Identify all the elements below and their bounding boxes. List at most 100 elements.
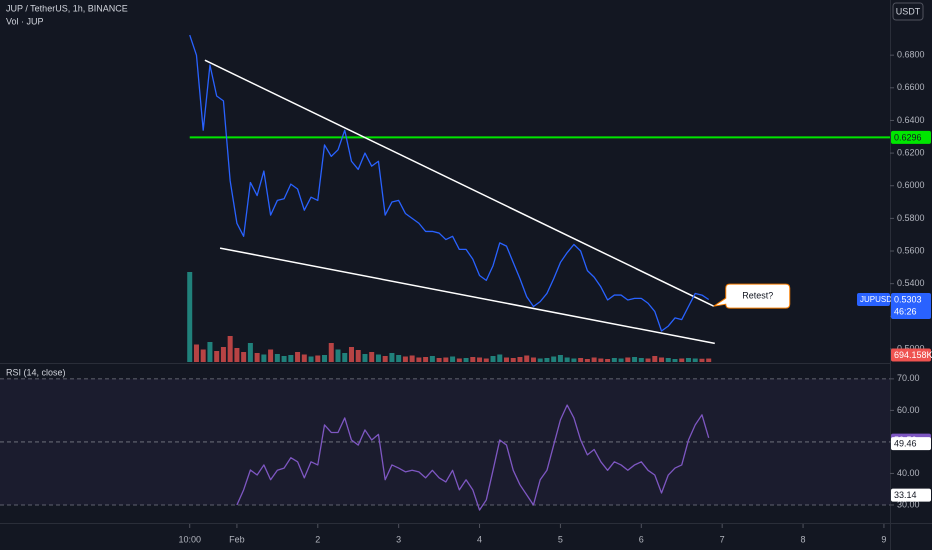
volume-bar [450, 356, 456, 362]
x-tick-label: 9 [881, 534, 886, 544]
y-tick-label: 0.6200 [897, 147, 925, 157]
volume-bar [632, 357, 638, 362]
volume-bar [268, 349, 274, 362]
volume-bar [409, 355, 415, 362]
rsi-badge-text: 33.14 [894, 490, 917, 500]
x-tick-label: 8 [801, 534, 806, 544]
trendline [219, 247, 715, 345]
volume-bar [429, 356, 435, 362]
rsi-title: RSI (14, close) [6, 367, 66, 377]
volume-bar [423, 357, 429, 362]
volume-bar [665, 358, 671, 362]
volume-bar [402, 356, 408, 362]
volume-bar [463, 358, 469, 362]
y-tick-label: 70.00 [897, 373, 920, 383]
volume-bar [207, 342, 213, 362]
volume-bar [247, 343, 253, 362]
volume-bar [477, 357, 483, 362]
rsi-badge-box [891, 437, 931, 451]
volume-bar [706, 358, 712, 362]
currency-label[interactable]: USDT [896, 6, 921, 16]
chart-title: JUP / TetherUS, 1h, BINANCE [6, 3, 128, 13]
volume-bar [470, 357, 476, 362]
volume-bar [544, 358, 550, 362]
volume-last-box [891, 348, 931, 362]
volume-bar [220, 347, 226, 362]
volume-bar [200, 349, 206, 362]
trendline [204, 59, 715, 307]
y-tick-label: 0.5000 [897, 343, 925, 353]
volume-bar [315, 355, 321, 362]
series-line [189, 34, 710, 332]
symbol-label: JUPUSDT [860, 295, 897, 304]
volume-bar [510, 358, 516, 362]
volume-bar [605, 359, 611, 362]
y-tick-label: 30.00 [897, 499, 920, 509]
symbol-box [857, 292, 890, 306]
x-tick-label: 4 [477, 534, 482, 544]
last-price-box [891, 292, 931, 319]
volume-bar [598, 358, 604, 362]
y-tick-label: 0.5400 [897, 278, 925, 288]
y-tick-label: 0.6400 [897, 115, 925, 125]
countdown: 46:26 [894, 306, 917, 316]
volume-bar [295, 352, 301, 362]
volume-bar [187, 272, 193, 362]
volume-bar [281, 356, 287, 362]
volume-bar [369, 352, 375, 362]
volume-bar [645, 358, 651, 362]
volume-bar [537, 358, 543, 362]
y-tick-label: 0.6000 [897, 180, 925, 190]
volume-bar [416, 357, 422, 362]
volume-bar [456, 358, 462, 362]
volume-bar [396, 355, 402, 362]
x-tick-label: 3 [396, 534, 401, 544]
volume-bar [571, 358, 577, 362]
x-tick-label: 7 [720, 534, 725, 544]
volume-bar [490, 356, 496, 362]
volume-bar [375, 354, 381, 362]
volume-bar [193, 344, 199, 362]
volume-bar [652, 356, 658, 362]
volume-bar [679, 358, 685, 362]
volume-bar [436, 358, 442, 362]
volume-bar [342, 353, 348, 362]
volume-bar [638, 358, 644, 362]
callout-text: Retest? [742, 291, 773, 301]
volume-bar [261, 354, 267, 362]
level-label-box [891, 130, 931, 144]
volume-bar [214, 351, 220, 362]
last-price: 0.5303 [894, 294, 922, 304]
volume-bar [389, 353, 395, 362]
volume-bar [497, 354, 503, 362]
y-tick-label: 0.6800 [897, 50, 925, 60]
volume-bar [584, 359, 590, 362]
volume-bar [483, 358, 489, 362]
volume-bar [288, 355, 294, 362]
volume-bar [564, 357, 570, 362]
volume-bar [692, 358, 698, 362]
volume-bar [618, 358, 624, 362]
volume-bar [362, 354, 368, 362]
x-tick-label: Feb [229, 534, 245, 544]
volume-bar [227, 336, 233, 362]
volume-bar [234, 348, 240, 362]
volume-bar [557, 355, 563, 362]
x-tick-label: 2 [315, 534, 320, 544]
volume-bar [308, 356, 314, 362]
volume-bar [348, 347, 354, 362]
callout [713, 283, 791, 309]
volume-bar [591, 357, 597, 362]
volume-bar [517, 357, 523, 362]
volume-bar [625, 357, 631, 362]
currency-button[interactable] [892, 2, 924, 21]
volume-bar [443, 357, 449, 362]
volume-bar [335, 349, 341, 362]
volume-bar [685, 358, 691, 362]
volume-bar [274, 354, 280, 362]
volume-bar [254, 353, 260, 362]
volume-bar [524, 355, 530, 362]
y-tick-label: 40.00 [897, 468, 920, 478]
